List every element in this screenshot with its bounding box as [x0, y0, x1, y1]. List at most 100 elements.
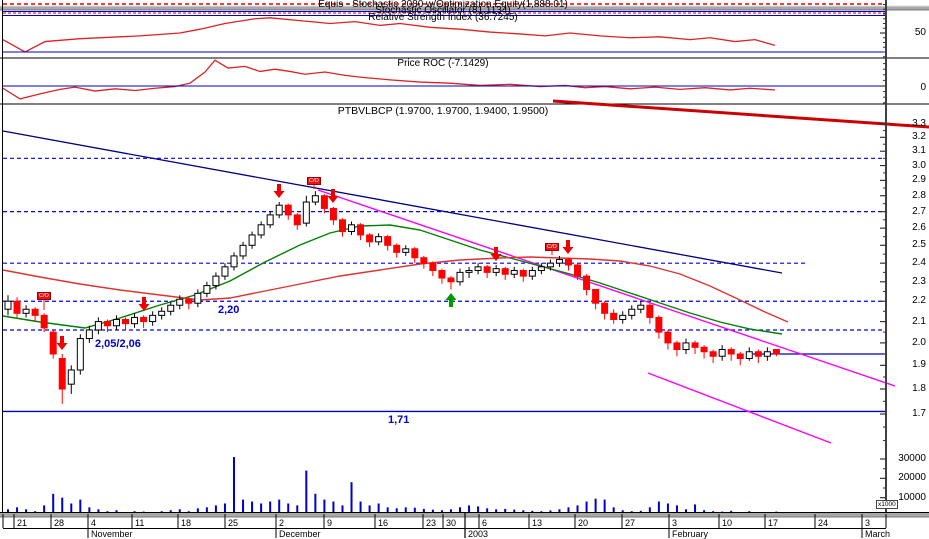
price-axis-label: 2.0 — [912, 336, 926, 348]
date-label: 13 — [532, 518, 543, 528]
price-axis-label: 3.1 — [912, 145, 926, 157]
sell-arrow-icon — [273, 184, 285, 198]
date-label: 30 — [446, 518, 457, 528]
month-label: 2003 — [468, 529, 489, 539]
date-label: 18 — [181, 518, 192, 528]
price-axis-label: 2.4 — [912, 257, 926, 269]
buy-arrow-icon — [445, 293, 457, 307]
candle-body-down — [411, 248, 419, 259]
candle-body-up — [510, 270, 518, 275]
candle-body-up — [402, 248, 410, 253]
candle-body-up — [158, 310, 166, 316]
candle-body-down — [691, 342, 699, 348]
date-label: 17 — [768, 518, 779, 528]
candle-body-up — [637, 304, 645, 310]
candle-body-down — [31, 308, 39, 316]
roc-title: Price ROC (-7.1429) — [397, 58, 489, 69]
candle-body-up — [167, 304, 175, 312]
signal-badge: C/O — [307, 177, 321, 185]
date-label: 28 — [54, 518, 65, 528]
candle-body-up — [239, 244, 247, 257]
candle-body-down — [709, 351, 717, 357]
date-label: 9 — [327, 518, 333, 528]
candle-body-up — [628, 308, 636, 316]
candle-body-up — [619, 314, 627, 320]
candle-body-down — [429, 262, 437, 272]
sell-arrow-icon — [56, 336, 68, 350]
candle-body-up — [474, 266, 482, 272]
candle-body-down — [438, 270, 446, 279]
candle-body-up — [221, 266, 229, 277]
candle-body-up — [682, 342, 690, 351]
candle-body-up — [4, 300, 12, 310]
sell-arrow-icon — [562, 240, 574, 254]
sell-arrow-icon — [490, 247, 502, 261]
candle-body-down — [122, 318, 130, 325]
oscillator-title: Stochastic Oscillator (81.1134) — [375, 5, 511, 16]
date-label: 10 — [722, 518, 733, 528]
price-annotation: 2,20 — [218, 304, 240, 316]
candle-body-up — [763, 351, 771, 357]
channel-magenta-lower — [647, 372, 832, 444]
sell-arrow-icon — [138, 297, 150, 311]
candle-body-down — [58, 357, 66, 390]
candle-body-up — [94, 321, 102, 331]
rsi-line — [2, 17, 776, 53]
volume-axis-label: 10000 — [898, 491, 926, 503]
month-label: December — [279, 529, 321, 539]
candle-body-down — [284, 204, 292, 216]
candle-body-down — [320, 195, 328, 209]
candle-body-up — [745, 351, 753, 359]
candle-body-down — [384, 236, 392, 246]
candle-body-down — [103, 321, 111, 327]
candle-body-up — [528, 270, 536, 277]
date-label: 25 — [228, 518, 239, 528]
candle-body-down — [293, 214, 301, 226]
main-symbol-title: PTBVLBCP (1.9700, 1.9700, 1.9400, 1.9500… — [337, 105, 549, 117]
candle-body-down — [366, 234, 374, 243]
downtrend-navy-line — [2, 130, 783, 274]
price-axis-label: 1.8 — [912, 382, 926, 394]
candle-body-up — [230, 255, 238, 268]
top-splitter-bar — [0, 6, 929, 10]
candle-body-down — [754, 351, 762, 357]
price-axis-label: 2.9 — [912, 174, 926, 186]
candle-body-down — [592, 288, 600, 304]
candle-body-up — [194, 292, 202, 304]
candle-body-down — [447, 277, 455, 283]
candle-body-down — [583, 275, 591, 290]
price-axis-label: 3.2 — [912, 131, 926, 143]
candle-body-down — [574, 264, 582, 277]
candle-body-up — [465, 270, 473, 273]
date-label: 20 — [578, 518, 589, 528]
price-axis-label: 3.3 — [912, 117, 926, 129]
volume-unit-box: x1000 — [876, 500, 898, 509]
candle-body-up — [266, 214, 274, 226]
volume-axis-label: 30000 — [898, 453, 926, 464]
date-label: 16 — [378, 518, 389, 528]
candle-body-up — [546, 262, 554, 268]
roc-line — [2, 59, 776, 100]
candle-body-down — [646, 304, 654, 318]
candle-body-up — [302, 201, 310, 224]
candle-body-down — [13, 300, 21, 314]
sell-arrow-icon — [327, 189, 339, 203]
candle-body-up — [456, 271, 464, 283]
candle-body-down — [564, 259, 572, 266]
equity-title: Equis - Stochastic 2080 w/Optimization E… — [318, 0, 568, 10]
candle-body-down — [664, 331, 672, 344]
rsi-title: Relative Strength Index (36.7245) — [368, 12, 518, 23]
candle-body-down — [673, 342, 681, 351]
candle-body-up — [537, 266, 545, 272]
price-axis-label: 3.0 — [912, 159, 926, 171]
price-axis-label: 1.9 — [912, 359, 926, 371]
date-label: 23 — [426, 518, 437, 528]
candle-body-down — [772, 349, 780, 355]
signal-badge: C/O — [545, 243, 559, 251]
price-annotation: 2,05/2,06 — [95, 338, 141, 350]
candle-body-down — [49, 331, 57, 355]
roc-axis-label: 0 — [920, 82, 926, 93]
candle-body-up — [112, 318, 120, 327]
price-axis-label: 1.7 — [912, 408, 926, 419]
